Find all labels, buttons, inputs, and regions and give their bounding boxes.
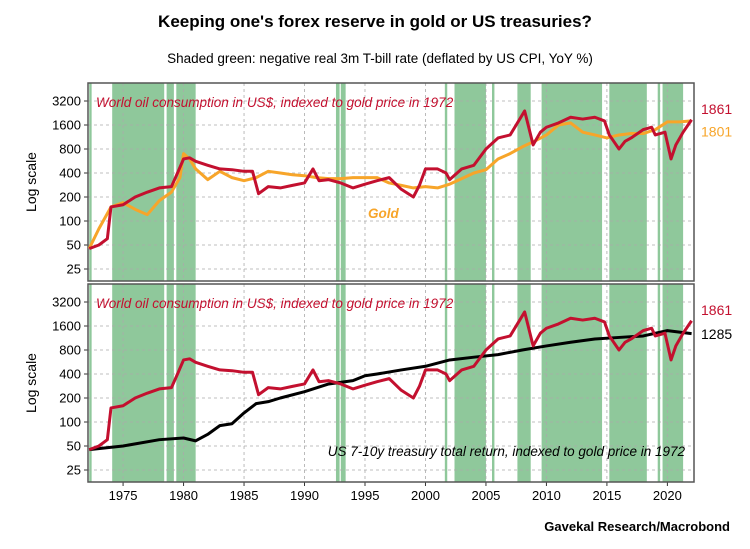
x-tick-label: 1985 xyxy=(230,488,259,503)
y-tick-label: 1600 xyxy=(52,118,81,133)
chart-subtitle: Shaded green: negative real 3m T-bill ra… xyxy=(167,51,593,66)
shaded-period xyxy=(89,83,92,281)
x-tick-label: 2020 xyxy=(653,488,682,503)
shaded-period xyxy=(444,83,448,281)
end-value-label: 1861 xyxy=(701,302,732,318)
series-label-oil: World oil consumption in US$, indexed to… xyxy=(96,296,454,311)
panel-2: 25 50 100 200 400 800 1600 3200 1975 1980 1985 1990… xyxy=(23,283,732,503)
shaded-period xyxy=(112,83,165,281)
end-value-label: 1861 xyxy=(701,101,732,117)
x-tick-label: 2005 xyxy=(471,488,500,503)
shaded-period xyxy=(166,83,174,281)
chart-title: Keeping one's forex reserve in gold or U… xyxy=(158,12,592,31)
y-axis-label: Log scale xyxy=(23,353,39,413)
series-label-treasury: US 7-10y treasury total return, indexed … xyxy=(328,444,686,459)
panel-frame xyxy=(87,82,695,282)
y-tick-label: 400 xyxy=(59,166,81,181)
y-tick-label: 1600 xyxy=(52,319,81,334)
shaded-period xyxy=(112,284,165,482)
panel-frame xyxy=(87,283,695,483)
y-tick-label: 25 xyxy=(67,262,81,277)
shaded-period xyxy=(657,83,661,281)
shaded-period xyxy=(340,83,346,281)
shaded-period xyxy=(444,284,448,482)
x-tick-label: 1995 xyxy=(351,488,380,503)
shaded-period xyxy=(541,83,603,281)
shaded-period xyxy=(166,284,174,482)
shaded-period xyxy=(609,83,647,281)
y-tick-label: 200 xyxy=(59,190,81,205)
series-label-gold: Gold xyxy=(368,206,399,221)
x-tick-label: 1990 xyxy=(290,488,319,503)
shaded-period xyxy=(176,284,196,482)
y-tick-label: 25 xyxy=(67,463,81,478)
end-value-label: 1801 xyxy=(701,123,732,139)
y-tick-label: 400 xyxy=(59,367,81,382)
x-tick-label: 2000 xyxy=(411,488,440,503)
x-tick-label: 1980 xyxy=(169,488,198,503)
y-tick-label: 50 xyxy=(67,238,81,253)
panel-1: 25 50 100 200 400 800 1600 3200 Log scale 1861 180… xyxy=(23,82,732,282)
shaded-period xyxy=(89,284,92,482)
series-line xyxy=(88,109,693,251)
y-tick-label: 50 xyxy=(67,439,81,454)
y-tick-label: 200 xyxy=(59,391,81,406)
x-tick-label: 2010 xyxy=(532,488,561,503)
series-label-oil: World oil consumption in US$, indexed to… xyxy=(96,95,454,110)
y-tick-label: 3200 xyxy=(52,295,81,310)
series-line xyxy=(88,310,693,452)
shaded-period xyxy=(609,284,647,482)
shaded-period xyxy=(662,83,684,281)
y-tick-label: 800 xyxy=(59,343,81,358)
shaded-period xyxy=(176,83,196,281)
y-axis-label: Log scale xyxy=(23,152,39,212)
y-tick-label: 100 xyxy=(59,415,81,430)
y-tick-label: 100 xyxy=(59,214,81,229)
series-line xyxy=(89,329,692,452)
end-value-label: 1285 xyxy=(701,326,732,342)
source-label: Gavekal Research/Macrobond xyxy=(544,519,730,534)
shaded-period xyxy=(657,284,661,482)
x-tick-label: 2015 xyxy=(592,488,621,503)
x-tick-label: 1975 xyxy=(109,488,138,503)
shaded-period xyxy=(517,284,531,482)
shaded-period xyxy=(517,83,531,281)
y-tick-label: 800 xyxy=(59,142,81,157)
shaded-period xyxy=(454,284,486,482)
shaded-period xyxy=(492,83,495,281)
shaded-period xyxy=(492,284,495,482)
y-tick-label: 3200 xyxy=(52,94,81,109)
shaded-period xyxy=(454,83,486,281)
